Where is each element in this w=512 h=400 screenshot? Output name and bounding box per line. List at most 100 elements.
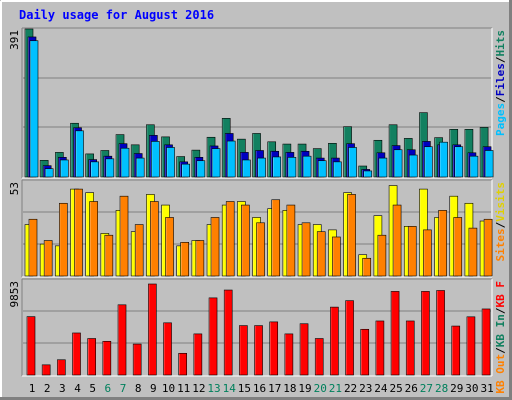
legend-files: Files [494,63,507,96]
panel-2-bars [24,185,493,277]
x-tick-label-day-7: 7 [120,382,127,395]
sites-bar-day-17-outline [271,199,281,277]
kbf-bar-day-7-outline [117,304,127,376]
kbf-bar-day-27-outline [421,291,430,376]
x-tick-label-day-17: 17 [268,382,281,395]
sites-bar-day-8 [135,224,144,276]
kbf-bar-day-20-outline [314,338,324,376]
sites-bar-day-16 [256,222,265,276]
sites-bar-day-19 [302,222,311,276]
pages-bar-day-23-outline [363,170,373,178]
pages-bar-day-27-outline [424,146,433,178]
kbf-bar-day-3-outline [57,359,66,376]
sites-bar-day-29-outline [453,217,463,277]
pages-bar-day-4-outline [75,130,84,178]
pages-bar-day-25-outline [393,149,403,178]
kbf-bar-day-18-outline [284,333,294,376]
pages-bar-day-26-outline [408,154,418,178]
sites-bar-day-14 [226,201,235,276]
pages-bar-day-18 [287,157,296,177]
kbf-bar-day-25 [391,291,400,375]
sites-bar-day-8-outline [134,224,144,277]
sites-bar-day-1 [29,219,37,276]
kbf-bar-day-8-outline [132,343,142,376]
x-tick-label-day-4: 4 [74,382,81,395]
x-tick-label-day-19: 19 [298,382,311,395]
sites-bar-day-31-outline [483,218,493,277]
pages-bar-day-12-outline [196,160,206,178]
pages-bar-day-15-outline [242,159,251,178]
pages-bar-day-10 [166,147,175,177]
x-tick-label-day-5: 5 [89,382,96,395]
sites-bar-day-11 [180,242,189,276]
pages-bar-day-26 [409,155,418,177]
pages-bar-day-16-outline [257,157,266,178]
sites-bar-day-3 [59,203,68,276]
pages-bar-day-30 [469,156,478,177]
legend-sep-4: / [494,347,507,354]
panel-1-legend: Pages/Files/Hits [494,30,507,136]
pages-bar-day-30-outline [469,155,479,178]
pages-bar-day-1-outline [29,40,39,178]
pages-bar-day-7-outline [120,147,130,178]
kbf-bar-day-10-outline [163,322,172,376]
sites-bar-day-23 [362,258,371,276]
kbf-bar-day-26-outline [405,320,415,376]
sites-bar-day-22-outline [347,194,356,277]
x-tick-label-day-3: 3 [59,382,66,395]
pages-bar-day-5-outline [90,161,99,178]
kbf-bar-day-30-outline [466,316,476,376]
kbf-bar-day-22-outline [345,300,354,376]
sites-bar-day-24 [377,235,386,276]
pages-bar-day-25 [394,149,403,177]
sites-bar-day-26-outline [407,226,417,277]
pages-bar-day-2-outline [44,168,54,178]
kbf-bar-day-2-outline [41,364,51,376]
sites-bar-day-14-outline [225,201,235,277]
sites-bar-day-20-outline [316,231,326,277]
sites-bar-day-21 [332,236,341,276]
sites-bar-day-30-outline [468,227,478,277]
legend-pages: Pages [494,103,507,136]
kbf-bar-day-5 [87,338,96,375]
kbf-bar-day-19-outline [299,323,309,376]
panel-3-ymax-label: 9853 [8,281,21,308]
sites-bar-day-25 [393,205,402,276]
x-tick-label-day-21: 21 [329,382,342,395]
sites-bar-day-24-outline [377,234,387,277]
kbf-bar-day-5-outline [87,338,96,376]
sites-bar-day-2-outline [43,240,53,277]
pages-bar-day-11 [181,164,190,177]
x-tick-label-day-16: 16 [253,382,266,395]
pages-bar-day-10-outline [166,147,175,178]
panel-1-gridlines [23,77,491,128]
x-tick-label-day-20: 20 [314,382,327,395]
pages-bar-day-15 [242,159,251,177]
sites-bar-day-6-outline [104,234,114,277]
x-axis-labels: 1 2 3 4 5 6 7 8 9 10 11 12 13 14 15 16 17 18 19 20 21 22 23 24 2… [29,382,494,395]
kbf-bar-day-30 [466,316,475,375]
pages-bar-day-19 [303,156,312,177]
x-tick-label-day-2: 2 [44,382,51,395]
kbf-bar-day-18 [284,333,293,375]
pages-bar-day-31 [485,150,494,177]
pages-bar-day-17-outline [272,156,282,178]
sites-bar-day-4 [74,189,83,276]
kbf-bar-day-6-outline [102,340,112,376]
x-tick-label-day-24: 24 [374,382,388,395]
sites-bar-day-9 [150,201,159,276]
kbf-bar-day-31 [482,308,491,375]
pages-bar-day-21 [333,161,342,177]
kbf-bar-day-23-outline [360,328,370,376]
x-tick-label-day-18: 18 [283,382,296,395]
x-tick-label-day-1: 1 [29,382,36,395]
pages-bar-day-7 [121,148,130,177]
kbf-bar-day-1-outline [26,316,36,376]
kbf-bar-day-14 [224,290,233,375]
sites-bar-day-7 [120,196,129,276]
x-tick-label-day-8: 8 [135,382,142,395]
pages-bar-day-24 [378,158,387,177]
sites-bar-day-12 [195,240,204,276]
pages-bar-day-8 [136,158,145,177]
